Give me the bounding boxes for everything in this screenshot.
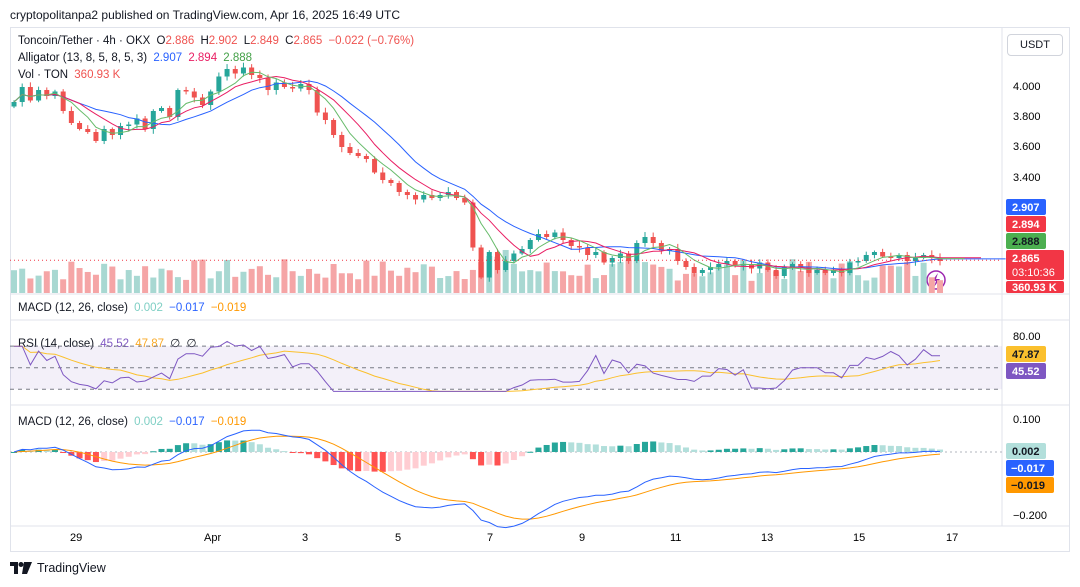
high-value: 2.902 (208, 35, 238, 47)
alligator-jaw-value: 2.907 (153, 52, 183, 64)
volume-label: Vol · TON (18, 69, 69, 81)
open-label: O (156, 35, 166, 47)
alligator-label: Alligator (13, 8, 5, 8, 5, 3) (18, 52, 148, 64)
brand-name: TradingView (37, 561, 106, 575)
macd-signal-value: −0.019 (210, 416, 247, 428)
macd-label: MACD (12, 26, close) (18, 416, 128, 428)
macd-legend[interactable]: MACD (12, 26, close) 0.002 −0.017 −0.019 (18, 416, 249, 428)
low-value: 2.849 (250, 35, 279, 47)
rsi-label: RSI (14, close) (18, 338, 95, 350)
macd-collapsed-legend[interactable]: MACD (12, 26, close) 0.002 −0.017 −0.019 (18, 302, 249, 314)
change-value: −0.022 (−0.76%) (328, 35, 415, 47)
tradingview-logo-icon (10, 562, 32, 574)
rsi-ma-value: 47.87 (135, 338, 165, 350)
alligator-teeth-value: 2.894 (188, 52, 218, 64)
chart-frame (10, 27, 1070, 552)
macd-collapsed-hist: 0.002 (134, 302, 163, 314)
open-value: 2.886 (165, 35, 195, 47)
symbol-name[interactable]: Toncoin/Tether · 4h · OKX (18, 35, 151, 47)
currency-button[interactable]: USDT (1007, 34, 1063, 56)
volume-value: 360.93 K (74, 69, 121, 81)
close-label: C (285, 35, 294, 47)
low-label: L (243, 35, 251, 47)
volume-legend[interactable]: Vol · TON 360.93 K (18, 69, 123, 81)
macd-value: −0.017 (169, 416, 205, 428)
alligator-legend[interactable]: Alligator (13, 8, 5, 8, 5, 3) 2.907 2.89… (18, 52, 255, 64)
alligator-lips-value: 2.888 (223, 52, 253, 64)
high-label: H (200, 35, 209, 47)
macd-collapsed-signal: −0.019 (210, 302, 247, 314)
rsi-value: 45.52 (100, 338, 130, 350)
footer-brand[interactable]: TradingView (10, 561, 106, 575)
symbol-legend: Toncoin/Tether · 4h · OKX O2.886 H2.902 … (18, 35, 417, 47)
macd-collapsed-label: MACD (12, 26, close) (18, 302, 128, 314)
rsi-legend[interactable]: RSI (14, close) 45.52 47.87 ∅ ∅ (18, 336, 200, 350)
close-value: 2.865 (293, 35, 323, 47)
rsi-extra-1: ∅ (170, 338, 181, 350)
rsi-extra-2: ∅ (186, 338, 197, 350)
publisher-note: cryptopolitanpa2 published on TradingVie… (10, 8, 401, 22)
macd-collapsed-macd: −0.017 (169, 302, 205, 314)
macd-hist-value: 0.002 (134, 416, 163, 428)
